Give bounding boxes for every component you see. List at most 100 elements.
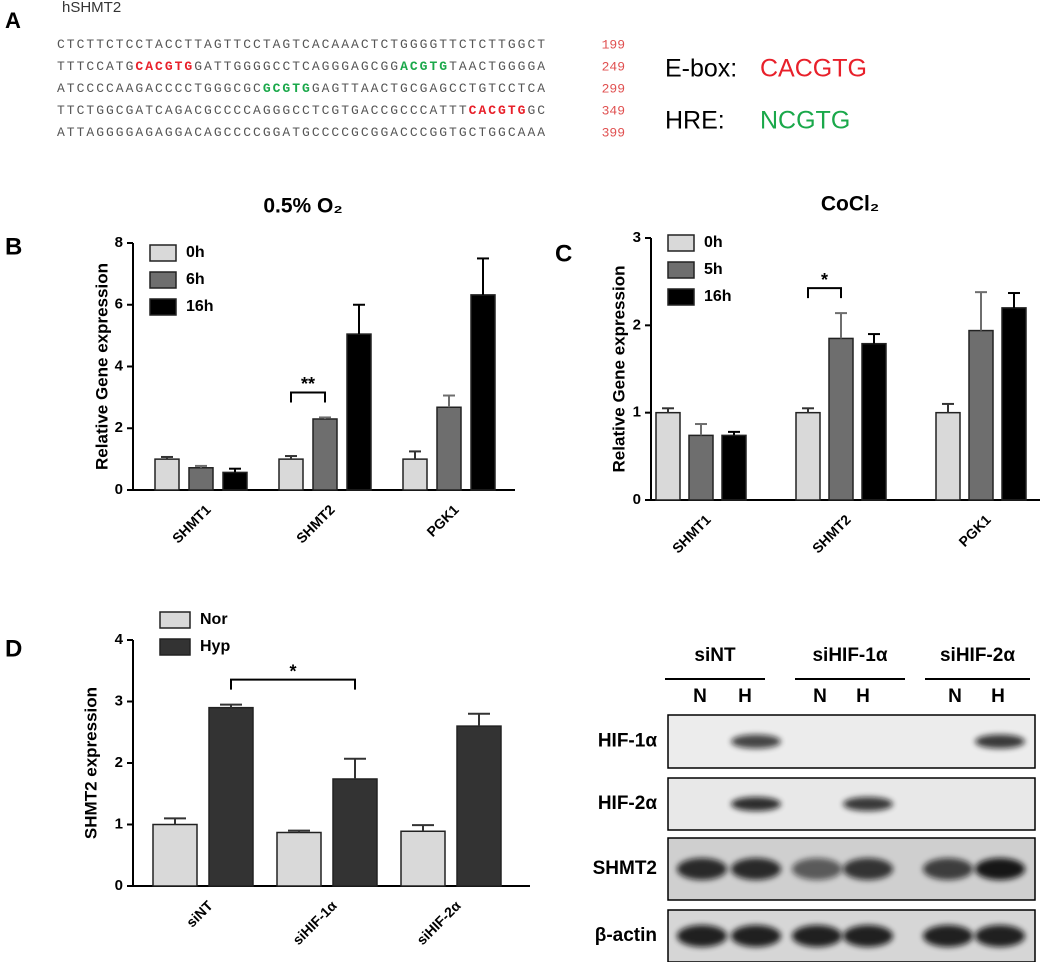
blot-band [923, 925, 973, 947]
blot-band [975, 858, 1025, 880]
blot-band [843, 797, 893, 811]
bar [828, 337, 854, 501]
error-bar [662, 407, 674, 413]
lane-label: N [693, 686, 707, 707]
error-bar [164, 817, 186, 825]
x-tick-label: SHMT1 [169, 501, 214, 546]
y-tick-label: 2 [115, 754, 123, 771]
line-number: 349 [602, 103, 625, 118]
panel-label: B [5, 233, 22, 260]
chart: D SHMT2 expression 0 1 2 3 4 siNT siHIF-1α siHIF-… [5, 611, 530, 948]
line-number: 399 [602, 125, 625, 140]
bar [208, 706, 254, 887]
lane-label: N [813, 686, 827, 707]
bar [188, 467, 214, 491]
line-number: 199 [602, 37, 625, 52]
error-bar [285, 455, 297, 460]
motif: CACGTG [760, 55, 867, 83]
error-bar [942, 402, 954, 413]
significance-bracket [230, 678, 356, 690]
error-bar [229, 467, 241, 473]
blot-band [975, 734, 1025, 749]
motif-label: E-box: [665, 55, 737, 83]
sequence-segment: ATTAGGGGAGAGGACAGCCCCGGATGCCCCGCGGACCCGG… [57, 125, 547, 140]
y-tick-label: 8 [115, 234, 123, 251]
y-tick-label: 1 [633, 404, 641, 421]
blot-band [843, 858, 893, 880]
x-tick-label: PGK1 [955, 511, 993, 549]
sequence-segment: TAACTGGGGA [449, 59, 547, 74]
bar [312, 418, 338, 491]
x-tick-label: siNT [183, 897, 216, 930]
bar [332, 778, 378, 887]
y-axis-label: Relative Gene expression [609, 266, 628, 473]
legend-label: Nor [200, 611, 228, 628]
lane-label: H [738, 686, 752, 707]
error-bar [344, 757, 366, 779]
y-axis-label: SHMT2 expression [81, 687, 100, 839]
error-bar [975, 291, 987, 331]
blot-band [731, 734, 781, 749]
chart-title: CoCl₂ [821, 193, 879, 216]
bar [276, 831, 322, 887]
legend-swatch [159, 611, 191, 629]
y-tick-label: 2 [633, 316, 641, 333]
legend-swatch [149, 244, 177, 262]
legend-swatch [667, 261, 695, 279]
sequence-segment: CACGTG [469, 103, 528, 118]
lane-label: H [856, 686, 870, 707]
bar [968, 329, 994, 501]
y-tick-label: 4 [115, 357, 124, 374]
significance-label: ** [301, 374, 315, 394]
panel-label: C [555, 240, 572, 267]
legend-label: Hyp [200, 638, 230, 655]
y-tick-label: 0 [633, 491, 641, 508]
group-label: siHIF-1α [812, 645, 887, 666]
error-bar [412, 824, 434, 832]
group-label: siNT [694, 645, 736, 666]
motif-label: HRE: [665, 107, 725, 135]
sequence-segment: TTTCCATG [57, 59, 135, 74]
panel-label: A [5, 8, 21, 33]
bar [861, 342, 887, 501]
row-label: SHMT2 [593, 858, 657, 879]
blot-band [975, 925, 1025, 947]
blot-band [843, 925, 893, 947]
group-label: siHIF-2α [940, 645, 1015, 666]
bar [456, 725, 502, 887]
row-label: HIF-1α [598, 731, 658, 752]
y-tick-label: 3 [633, 229, 641, 246]
error-bar [353, 303, 365, 335]
legend-label: 0h [186, 244, 205, 261]
blot-band [792, 925, 842, 947]
blot-band [677, 925, 727, 947]
blot-band [677, 858, 727, 880]
motif: NCGTG [760, 107, 850, 135]
x-tick-label: SHMT2 [809, 511, 854, 556]
blot-band [792, 858, 842, 880]
blot-band [731, 925, 781, 947]
error-bar [161, 455, 173, 460]
sequence-line: TTTCCATGCACGTGGATTGGGGCCTCAGGGAGCGGACGTG… [57, 59, 547, 74]
y-tick-label: 2 [115, 419, 123, 436]
error-bar [220, 703, 242, 708]
error-bar [443, 394, 455, 408]
bar [152, 823, 198, 887]
error-bar [1008, 292, 1020, 308]
line-number: 249 [602, 59, 625, 74]
sequence-segment: CACGTG [135, 59, 194, 74]
error-bar [319, 416, 331, 419]
row-label: HIF-2α [598, 793, 658, 814]
y-tick-label: 6 [115, 296, 123, 313]
sequence-line: TTCTGGCGATCAGACGCCCCAGGGCCTCGTGACCGCCCAT… [57, 103, 547, 118]
legend-label: 0h [704, 234, 723, 251]
bar [402, 458, 428, 491]
blot-band [731, 797, 781, 811]
lane-label: H [991, 686, 1005, 707]
error-bar [868, 333, 880, 344]
y-tick-label: 3 [115, 692, 123, 709]
lane-label: N [948, 686, 962, 707]
sequence-segment: GCGTG [263, 81, 312, 96]
